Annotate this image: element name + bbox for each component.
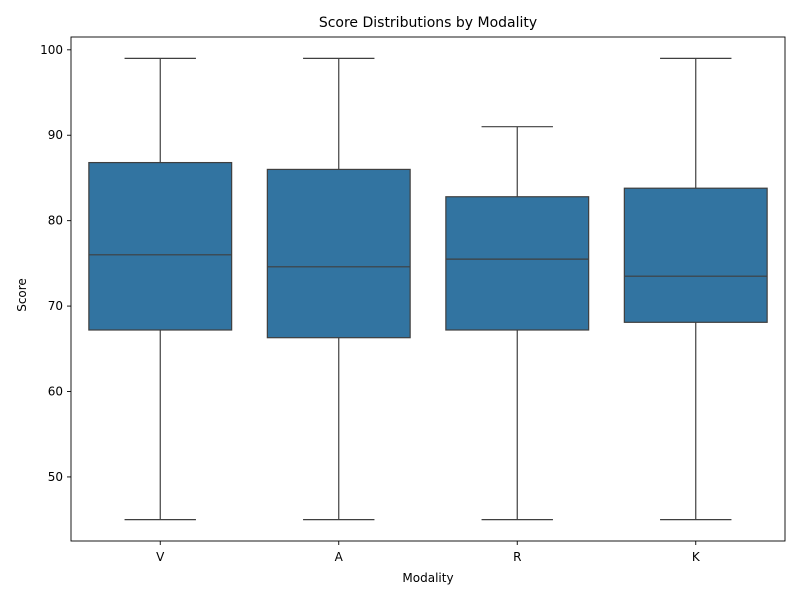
- box-iqr: [623, 187, 768, 323]
- y-tick-label: 70: [48, 299, 63, 313]
- plot-frame: [70, 36, 786, 542]
- x-tick-label: V: [156, 550, 165, 564]
- y-tick-label: 80: [48, 214, 63, 228]
- box-group-r: [445, 126, 590, 521]
- plot-area: [70, 36, 786, 542]
- y-tick-label: 90: [48, 128, 63, 142]
- x-tick-label: A: [335, 550, 344, 564]
- y-tick-label: 100: [40, 43, 63, 57]
- x-axis-label: Modality: [402, 571, 453, 585]
- x-tick-label: K: [692, 550, 701, 564]
- box-iqr: [88, 161, 233, 331]
- y-axis-label: Score: [15, 278, 29, 312]
- y-tick-label: 60: [48, 385, 63, 399]
- x-tick-label: R: [513, 550, 521, 564]
- box-iqr: [266, 168, 411, 339]
- box-group-k: [623, 57, 768, 521]
- y-tick-label: 50: [48, 470, 63, 484]
- y-axis: 50 60 70 80 90 100: [40, 43, 71, 484]
- box-group-v: [88, 57, 233, 521]
- box-iqr: [445, 196, 590, 331]
- box-group-a: [266, 57, 411, 521]
- chart-title: Score Distributions by Modality: [319, 15, 537, 31]
